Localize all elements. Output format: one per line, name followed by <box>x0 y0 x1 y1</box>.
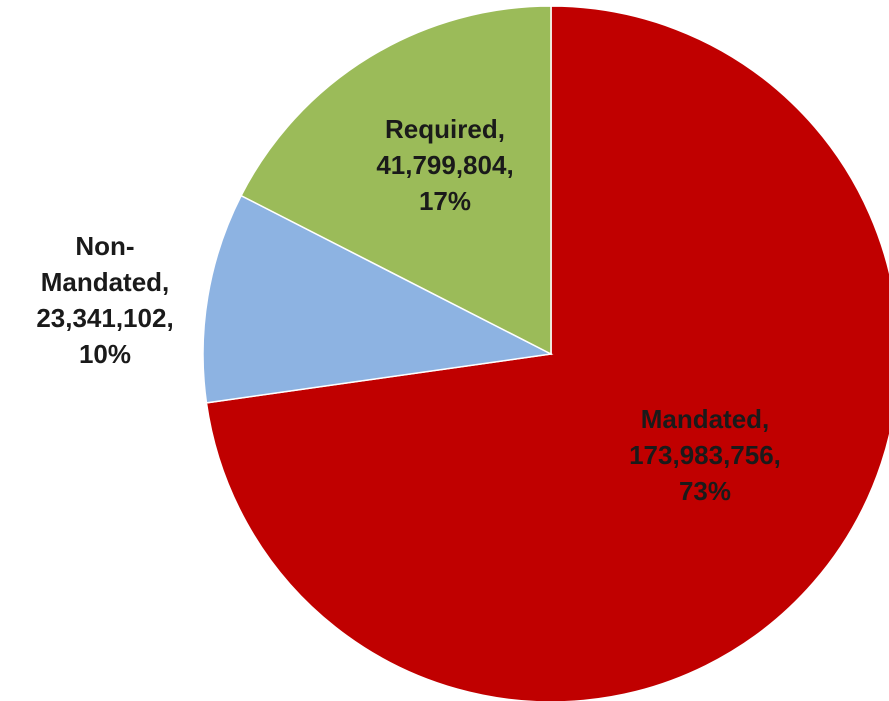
category-label: Required, <box>385 114 505 144</box>
slice-label: Required, 41,799,804, 17% <box>370 111 520 219</box>
percent-label: 10% <box>78 339 132 369</box>
value-label: 41,799,804, <box>376 150 514 180</box>
pie-slice <box>205 5 889 701</box>
value-label: 23,341,102, <box>36 303 174 333</box>
pie-slice <box>240 5 552 356</box>
percent-label: 17% <box>418 186 472 216</box>
value-label: 173,983,756, <box>629 440 781 470</box>
pie-slice <box>202 194 554 404</box>
slice-label: Mandated, 173,983,756, 73% <box>629 401 781 509</box>
slice-label: Non-Mandated, 23,341,102, 10% <box>30 228 180 372</box>
percent-label: 73% <box>678 476 732 506</box>
category-label: Non-Mandated, <box>40 231 170 297</box>
category-label: Mandated, <box>640 404 770 434</box>
